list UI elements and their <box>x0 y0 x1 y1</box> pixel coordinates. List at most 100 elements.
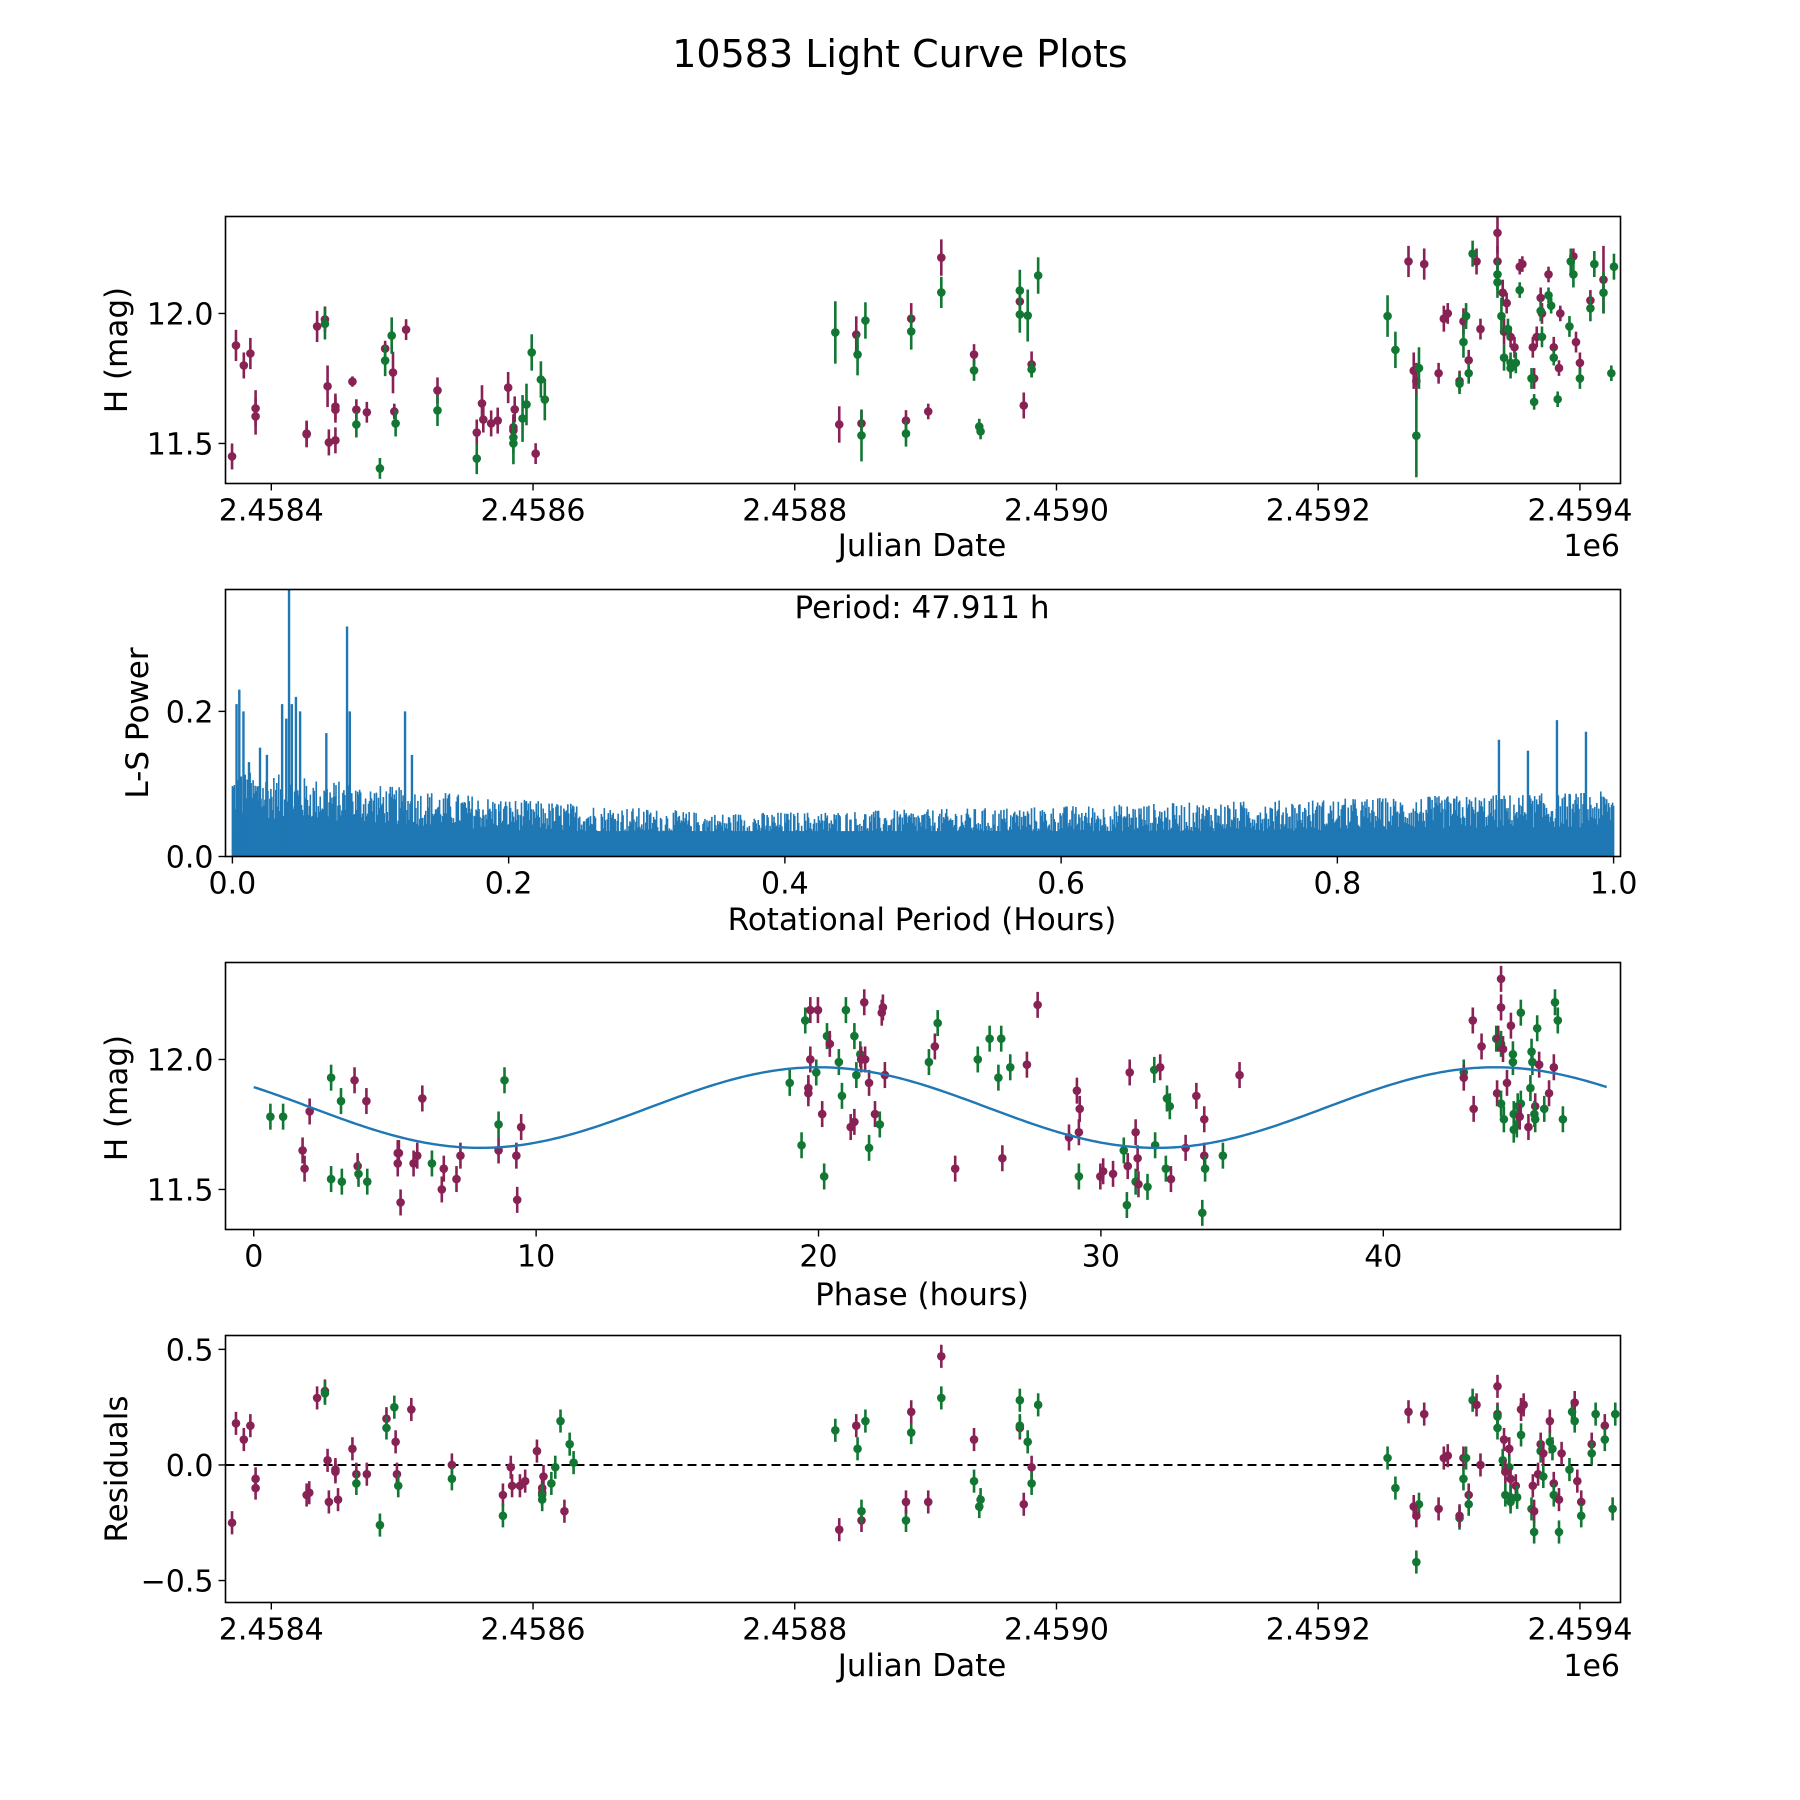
lightcurve-marks <box>227 216 1619 479</box>
data-point <box>1506 363 1515 373</box>
data-point <box>447 1474 457 1484</box>
data-point <box>1472 257 1481 266</box>
data-point <box>1464 1499 1473 1509</box>
data-point <box>853 350 862 359</box>
data-point <box>1530 1114 1540 1124</box>
data-point <box>407 1405 416 1414</box>
data-point <box>231 341 241 350</box>
data-point <box>1476 324 1485 334</box>
x-tick-label: 2.4584 <box>219 494 324 529</box>
data-point <box>1570 1416 1579 1426</box>
data-point <box>456 1151 465 1160</box>
data-point <box>1200 1164 1210 1173</box>
x-tick-label: 2.4594 <box>1527 494 1632 529</box>
data-point <box>1472 1400 1481 1410</box>
data-point <box>439 1164 449 1173</box>
data-point <box>1576 1497 1586 1507</box>
data-point <box>1515 1112 1524 1121</box>
data-point <box>1532 1023 1542 1033</box>
data-point <box>841 1005 851 1015</box>
data-point <box>409 1159 418 1168</box>
y-tick-label: 0.0 <box>166 1449 214 1484</box>
data-point <box>569 1458 578 1467</box>
data-point <box>817 1109 827 1119</box>
data-point <box>852 1070 861 1080</box>
x-tick-label: 2.4590 <box>1004 1613 1109 1648</box>
data-point <box>1492 1088 1502 1098</box>
data-point <box>1590 259 1599 269</box>
data-point <box>994 1073 1003 1082</box>
data-point <box>1515 285 1525 295</box>
y-tick-label: 0.2 <box>166 695 214 730</box>
data-point <box>857 431 866 440</box>
data-point <box>870 1109 880 1119</box>
data-point <box>1506 1021 1516 1030</box>
x-tick-label: 2.4592 <box>1266 1613 1371 1648</box>
data-point <box>1506 1474 1515 1484</box>
data-point <box>312 322 322 331</box>
data-point <box>1499 1114 1509 1124</box>
data-point <box>837 1091 847 1101</box>
data-point <box>1524 1122 1533 1132</box>
lightcurve-ticks: 2.4584 2.4586 2.4588 2.4590 2.4592 2.4594 11.5… <box>147 297 1633 528</box>
x-tick-label: 10 <box>517 1240 555 1275</box>
data-point <box>1434 368 1443 378</box>
data-point <box>520 1476 530 1486</box>
data-point <box>362 1096 371 1106</box>
data-point <box>950 1164 960 1173</box>
data-point <box>540 395 550 404</box>
data-point <box>1506 1497 1515 1507</box>
data-point <box>1516 1008 1526 1017</box>
data-point <box>312 1393 322 1403</box>
data-point <box>1516 1430 1526 1440</box>
data-point <box>1015 286 1025 295</box>
data-point <box>1455 1511 1464 1521</box>
data-point <box>1161 1164 1171 1173</box>
data-point <box>494 1120 503 1129</box>
data-point <box>539 1472 548 1481</box>
data-point <box>1108 1169 1118 1179</box>
data-point <box>401 325 411 334</box>
data-point <box>937 288 946 297</box>
data-point <box>923 1497 933 1507</box>
y-tick-label: 11.5 <box>147 427 214 462</box>
data-point <box>1383 311 1392 321</box>
data-point <box>1557 1449 1566 1458</box>
data-point <box>1496 1003 1506 1012</box>
data-point <box>1019 1499 1029 1509</box>
data-point <box>1419 1409 1429 1419</box>
data-point <box>1548 1444 1557 1454</box>
panel-phased: 0 10 20 30 40 11.5 12.0 Phase (hours) H (mag) <box>99 961 1622 1313</box>
data-point <box>973 1055 983 1064</box>
data-point <box>298 1146 307 1155</box>
data-point <box>819 1172 829 1181</box>
data-point <box>1504 1444 1514 1454</box>
data-point <box>239 1435 249 1444</box>
data-point <box>354 1169 363 1179</box>
data-point <box>831 1425 840 1435</box>
data-point <box>532 1446 542 1456</box>
data-point <box>1499 353 1509 362</box>
periodogram-frame <box>224 588 1622 858</box>
data-point <box>227 452 237 461</box>
data-point <box>326 1073 336 1082</box>
x-tick-label: 20 <box>799 1240 837 1275</box>
data-point <box>1558 1114 1568 1124</box>
data-point <box>1455 379 1464 388</box>
periodogram-ylabel: L-S Power <box>120 647 156 798</box>
data-point <box>1549 342 1559 352</box>
data-point <box>1553 394 1562 404</box>
data-point <box>1508 1057 1518 1067</box>
data-point <box>331 1467 340 1477</box>
x-tick-label: 0.2 <box>485 867 533 902</box>
residuals-frame <box>224 1334 1622 1604</box>
data-point <box>1536 293 1545 303</box>
data-point <box>1074 1127 1084 1137</box>
x-tick-label: 0.4 <box>761 867 809 902</box>
data-point <box>333 1495 343 1504</box>
data-point <box>388 368 398 377</box>
data-point <box>362 407 372 417</box>
data-point <box>906 1407 916 1417</box>
data-point <box>1412 431 1421 440</box>
data-point <box>1545 1416 1555 1426</box>
